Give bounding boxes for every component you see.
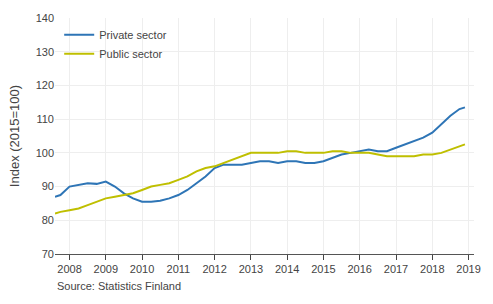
- svg-text:2009: 2009: [94, 263, 118, 275]
- svg-text:2012: 2012: [202, 263, 226, 275]
- svg-text:2015: 2015: [311, 263, 335, 275]
- svg-text:70: 70: [42, 248, 54, 260]
- svg-text:2018: 2018: [420, 263, 444, 275]
- svg-text:100: 100: [36, 147, 54, 159]
- svg-text:140: 140: [36, 12, 54, 24]
- svg-text:2010: 2010: [130, 263, 154, 275]
- svg-text:Private sector: Private sector: [99, 29, 167, 41]
- svg-text:90: 90: [42, 180, 54, 192]
- svg-text:2016: 2016: [347, 263, 371, 275]
- svg-text:2019: 2019: [456, 263, 480, 275]
- svg-text:2017: 2017: [384, 263, 408, 275]
- svg-text:110: 110: [36, 113, 54, 125]
- svg-text:Index (2015=100): Index (2015=100): [7, 85, 22, 187]
- svg-text:Source: Statistics Finland: Source: Statistics Finland: [57, 280, 181, 292]
- svg-text:80: 80: [42, 214, 54, 226]
- svg-text:130: 130: [36, 46, 54, 58]
- svg-text:2008: 2008: [57, 263, 81, 275]
- svg-text:2013: 2013: [239, 263, 263, 275]
- svg-text:2014: 2014: [275, 263, 299, 275]
- svg-text:Public sector: Public sector: [99, 48, 162, 60]
- svg-text:120: 120: [36, 79, 54, 91]
- svg-text:2011: 2011: [167, 263, 191, 275]
